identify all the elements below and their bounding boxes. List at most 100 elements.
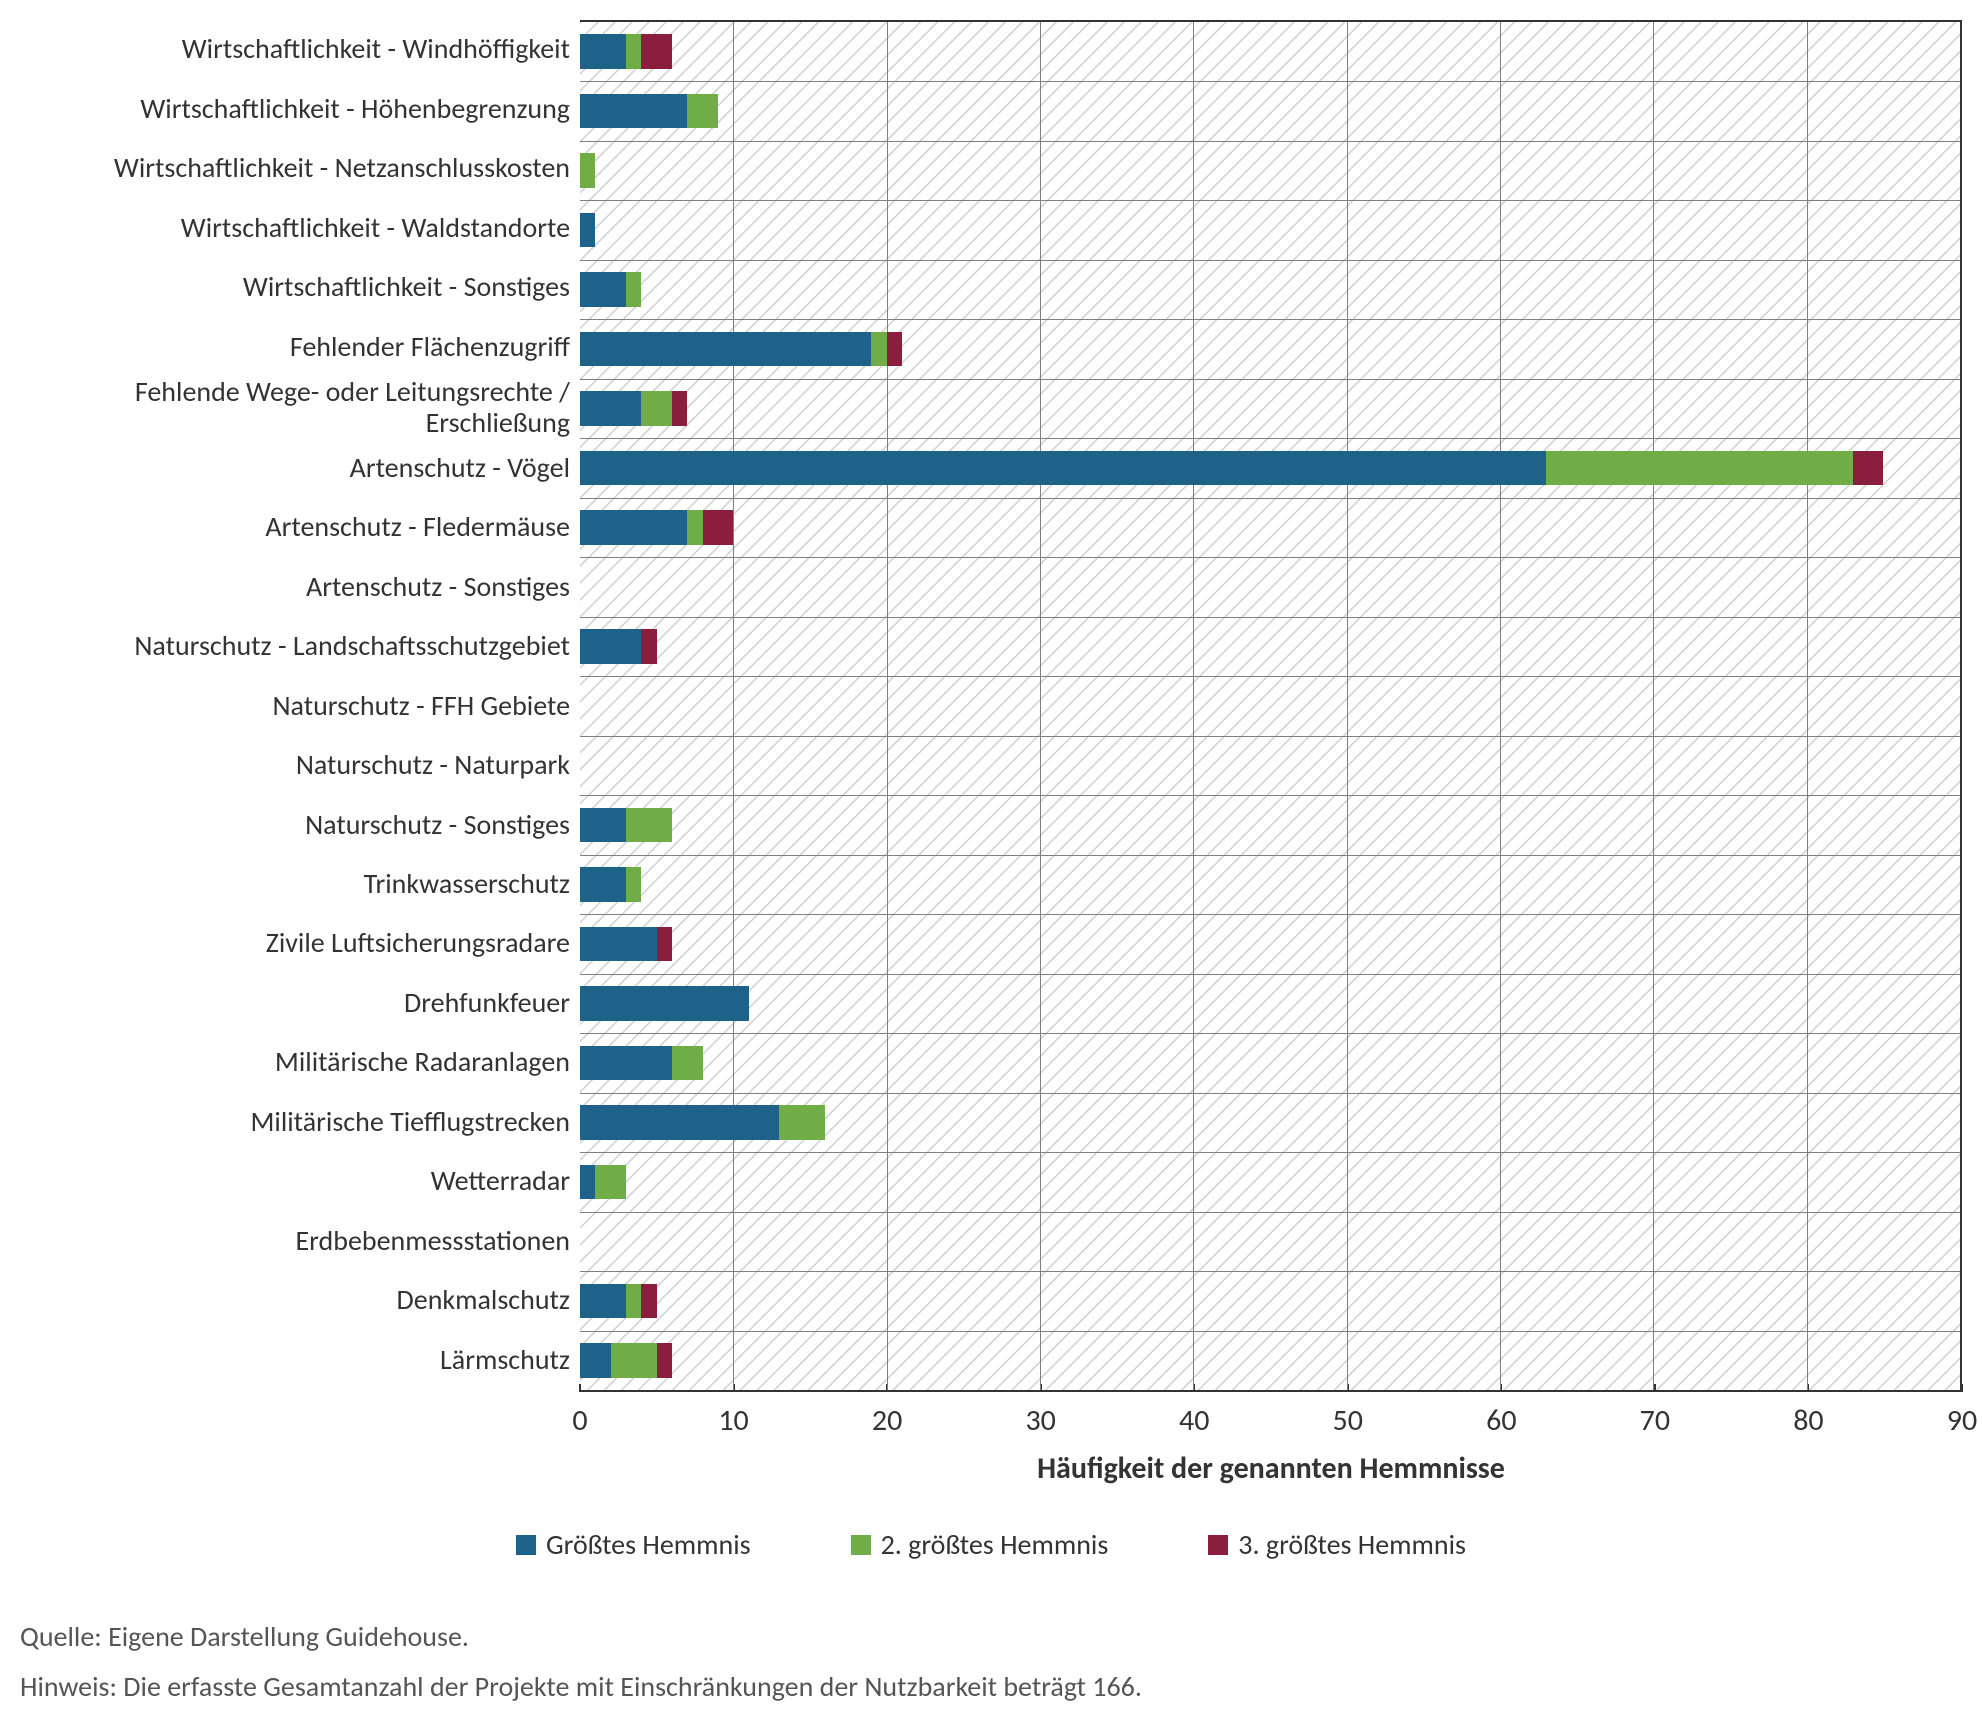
legend-item: 3. größtes Hemmnis: [1208, 1527, 1466, 1562]
bar-segment: [1546, 451, 1853, 486]
bar-slot: [580, 1033, 1960, 1092]
y-axis-label: Naturschutz - Naturpark: [20, 736, 570, 795]
bar-slot: [580, 141, 1960, 200]
y-axis-label: Wirtschaftlichkeit - Netzanschlusskosten: [20, 139, 570, 198]
legend-swatch: [516, 1535, 536, 1555]
bar-slot: [580, 1331, 1960, 1390]
bar-stack: [580, 629, 1960, 664]
bar-segment: [657, 927, 672, 962]
bar-segment: [580, 94, 687, 129]
x-tick-label: 0: [572, 1402, 587, 1439]
y-axis-label: Naturschutz - Landschaftsschutzgebiet: [20, 617, 570, 676]
y-axis-label: Lärmschutz: [20, 1330, 570, 1389]
legend-item: Größtes Hemmnis: [516, 1527, 751, 1562]
y-axis-label: Fehlende Wege- oder Leitungsrechte / Ers…: [20, 377, 570, 439]
bar-slot: [580, 1271, 1960, 1330]
bar-stack: [580, 1165, 1960, 1200]
legend-swatch: [1208, 1535, 1228, 1555]
x-axis-spacer: [20, 1390, 580, 1450]
bar-segment: [580, 629, 641, 664]
bar-slot: [580, 617, 1960, 676]
y-axis-label: Trinkwasserschutz: [20, 855, 570, 914]
bar-stack: [580, 1224, 1960, 1259]
bar-stack: [580, 153, 1960, 188]
x-title-row: Häufigkeit der genannten Hemmnisse: [20, 1450, 1962, 1487]
y-axis-label: Militärische Radaranlagen: [20, 1033, 570, 1092]
bar-segment: [611, 1343, 657, 1378]
bar-stack: [580, 94, 1960, 129]
bar-stack: [580, 1343, 1960, 1378]
plot-row: Wirtschaftlichkeit - Windhöffigkeit Wirts…: [20, 20, 1962, 1390]
bar-segment: [580, 1165, 595, 1200]
bar-stack: [580, 451, 1960, 486]
x-axis-title: Häufigkeit der genannten Hemmnisse: [580, 1450, 1962, 1487]
bar-stack: [580, 213, 1960, 248]
bar-segment: [626, 1284, 641, 1319]
bar-segment: [580, 1284, 626, 1319]
x-axis: 0102030405060708090: [580, 1390, 1962, 1450]
footer: Quelle: Eigene Darstellung Guidehouse. H…: [20, 1612, 1962, 1713]
bar-stack: [580, 1284, 1960, 1319]
legend-swatch: [851, 1535, 871, 1555]
x-title-spacer: [20, 1450, 580, 1487]
bar-segment: [580, 332, 871, 367]
bar-stack: [580, 808, 1960, 843]
y-axis-label: Wirtschaftlichkeit - Sonstiges: [20, 258, 570, 317]
bar-slot: [580, 379, 1960, 438]
bar-slot: [580, 736, 1960, 795]
bar-stack: [580, 34, 1960, 69]
chart-container: Wirtschaftlichkeit - Windhöffigkeit Wirts…: [20, 20, 1962, 1713]
legend-label: Größtes Hemmnis: [546, 1527, 751, 1562]
y-axis-label: Wetterradar: [20, 1152, 570, 1211]
bar-segment: [703, 510, 734, 545]
y-axis-label: Fehlender Flächenzugriff: [20, 317, 570, 376]
bar-stack: [580, 391, 1960, 426]
bar-slot: [580, 438, 1960, 497]
bar-segment: [580, 808, 626, 843]
bar-stack: [580, 986, 1960, 1021]
bar-slot: [580, 319, 1960, 378]
bar-slot: [580, 914, 1960, 973]
bar-segment: [580, 213, 595, 248]
x-tick-label: 80: [1793, 1402, 1823, 1439]
bar-slot: [580, 22, 1960, 81]
bar-slot: [580, 795, 1960, 854]
bar-slot: [580, 200, 1960, 259]
bar-segment: [641, 1284, 656, 1319]
bar-segment: [580, 1343, 611, 1378]
footer-note: Hinweis: Die erfasste Gesamtanzahl der P…: [20, 1662, 1962, 1712]
bar-slot: [580, 81, 1960, 140]
bar-segment: [580, 153, 595, 188]
bar-segment: [687, 510, 702, 545]
bar-stack: [580, 689, 1960, 724]
bar-segment: [580, 451, 1546, 486]
bar-stack: [580, 1046, 1960, 1081]
bar-segment: [626, 34, 641, 69]
bar-segment: [641, 391, 672, 426]
bar-slot: [580, 855, 1960, 914]
bar-slot: [580, 974, 1960, 1033]
bar-stack: [580, 1105, 1960, 1140]
x-tick-label: 60: [1486, 1402, 1516, 1439]
bar-segment: [1853, 451, 1884, 486]
plot-area: [580, 20, 1962, 1390]
x-tick-label: 10: [718, 1402, 748, 1439]
y-axis-label: Artenschutz - Vögel: [20, 438, 570, 497]
bar-slot: [580, 557, 1960, 616]
bar-stack: [580, 927, 1960, 962]
bar-slot: [580, 1093, 1960, 1152]
x-tick-label: 70: [1640, 1402, 1670, 1439]
y-axis-label: Naturschutz - FFH Gebiete: [20, 676, 570, 735]
bar-segment: [672, 391, 687, 426]
bar-segment: [580, 867, 626, 902]
y-axis-label: Wirtschaftlichkeit - Windhöffigkeit: [20, 20, 570, 79]
bar-slot: [580, 1152, 1960, 1211]
bar-segment: [641, 629, 656, 664]
bar-segment: [779, 1105, 825, 1140]
bar-slot: [580, 1212, 1960, 1271]
y-axis-label: Wirtschaftlichkeit - Waldstandorte: [20, 198, 570, 257]
bar-segment: [626, 272, 641, 307]
bar-segment: [580, 1105, 779, 1140]
y-axis-label: Denkmalschutz: [20, 1271, 570, 1330]
legend-label: 2. größtes Hemmnis: [881, 1527, 1109, 1562]
